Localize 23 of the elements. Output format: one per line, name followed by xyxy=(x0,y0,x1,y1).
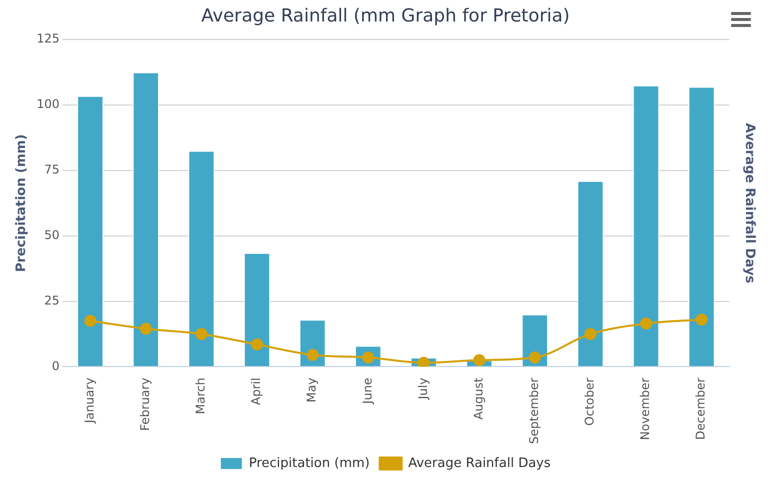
x-tick-label: April xyxy=(249,378,264,406)
x-tick-label: November xyxy=(638,378,652,440)
x-tick-label: December xyxy=(694,378,708,440)
legend-label: Average Rainfall Days xyxy=(408,456,551,471)
chart-title: Average Rainfall (mm Graph for Pretoria) xyxy=(201,5,570,26)
y-tick-label: 0 xyxy=(52,358,60,373)
x-tick-label: March xyxy=(194,378,208,414)
y-tick-label: 25 xyxy=(44,293,60,308)
y-axis-title: Precipitation (mm) xyxy=(14,134,30,272)
x-tick-label: May xyxy=(304,378,319,402)
x-tick-label: February xyxy=(138,378,152,431)
y-tick-label: 100 xyxy=(36,97,60,112)
y-tick-label: 125 xyxy=(36,32,60,46)
y2-axis-title: Average Rainfall Days xyxy=(742,122,757,284)
legend-label: Precipitation (mm) xyxy=(248,456,370,471)
x-tick-label: October xyxy=(582,378,597,426)
x-tick-label: September xyxy=(527,378,542,444)
x-tick-label: July xyxy=(416,378,430,400)
x-tick-label: August xyxy=(471,377,486,420)
x-tick-label: June xyxy=(360,378,374,405)
y-tick-label: 75 xyxy=(44,162,60,177)
y-tick-label: 50 xyxy=(44,228,60,242)
x-tick-label: January xyxy=(82,378,96,424)
